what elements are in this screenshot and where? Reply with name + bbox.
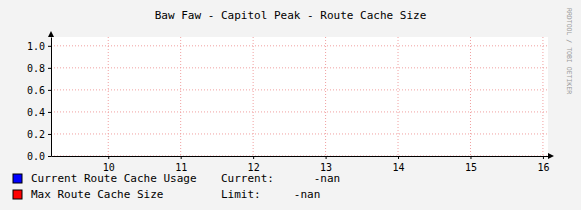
tick-mark (48, 68, 51, 69)
x-axis: 10 11 12 13 14 15 16 (52, 156, 550, 173)
tick-label: 0.8 (27, 63, 45, 74)
axis-line (51, 38, 52, 157)
grid-line (398, 37, 399, 156)
grid (51, 37, 548, 156)
tick-mark (253, 156, 254, 159)
chart: 0.0 0.2 0.4 0.6 0.8 1.0 10 11 12 13 14 15 16 Baw Faw … (0, 0, 581, 210)
tick-mark (326, 156, 327, 159)
tick: 0.0 (27, 151, 51, 162)
title: Baw Faw - Capitol Peak - Route Cache Siz… (155, 9, 427, 22)
legend-swatch (13, 174, 22, 183)
legend-summary: Limit: -nan (221, 188, 320, 201)
grid-line (542, 37, 543, 156)
tick-mark (48, 46, 51, 47)
tick: 1.0 (27, 41, 51, 52)
tick-mark (398, 156, 399, 159)
tick-label: 0.6 (27, 85, 45, 96)
legend-swatch (13, 190, 22, 199)
legend-label: Current Route Cache Usage (31, 172, 197, 185)
grid-line (253, 37, 254, 156)
legend-summary: Current: -nan (221, 172, 340, 185)
annotation: RRDTOOL / TOBI OETIKER (565, 8, 573, 94)
tick: 10 (103, 156, 115, 173)
plot-area (51, 37, 548, 156)
tick-label: 1.0 (27, 41, 45, 52)
tick: 11 (175, 156, 187, 173)
background (0, 0, 581, 210)
grid-line (51, 89, 548, 90)
tick: 16 (537, 156, 549, 173)
grid-line (51, 156, 548, 157)
tick: 0.2 (27, 129, 51, 140)
tick: 0.8 (27, 63, 51, 74)
tick: 0.4 (27, 107, 51, 118)
tick-mark (48, 112, 51, 113)
tick-mark (108, 156, 109, 159)
tick-mark (48, 90, 51, 91)
legend-label: Max Route Cache Size (31, 188, 163, 201)
grid-line (180, 37, 181, 156)
y-axis: 0.0 0.2 0.4 0.6 0.8 1.0 (27, 38, 52, 162)
tick-mark (543, 156, 544, 159)
grid-line (51, 133, 548, 134)
tick-label: 16 (537, 162, 549, 173)
legend: Current Route Cache Usage Current: -nan Ma… (13, 172, 340, 201)
grid-line (51, 67, 548, 68)
grid-line (108, 37, 109, 156)
tick-label: 15 (465, 162, 477, 173)
tick: 0.6 (27, 85, 51, 96)
grid-line (51, 111, 548, 112)
tick-label: 0.4 (27, 107, 45, 118)
tick-mark (48, 134, 51, 135)
tick: 12 (248, 156, 260, 173)
tick-mark (470, 156, 471, 159)
tick-label: 0.2 (27, 129, 45, 140)
tick-label: 14 (393, 162, 405, 173)
axis-arrow (48, 31, 54, 37)
tick-label: 0.0 (27, 151, 45, 162)
tick: 15 (465, 156, 477, 173)
tick: 13 (320, 156, 332, 173)
tick-mark (48, 156, 51, 157)
grid-line (325, 37, 326, 156)
axis-arrow (548, 153, 554, 159)
grid-line (470, 37, 471, 156)
tick-mark (181, 156, 182, 159)
grid-line (51, 45, 548, 46)
axis-line (52, 156, 549, 157)
tick: 14 (393, 156, 405, 173)
